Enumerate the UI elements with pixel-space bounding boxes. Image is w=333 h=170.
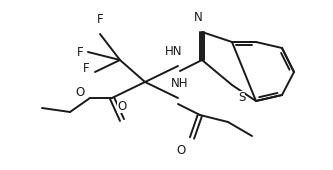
Text: S: S: [238, 91, 245, 104]
Text: O: O: [76, 86, 85, 98]
Text: O: O: [177, 144, 186, 157]
Text: F: F: [97, 13, 103, 26]
Text: HN: HN: [165, 45, 183, 58]
Text: N: N: [193, 11, 202, 24]
Text: F: F: [76, 46, 83, 58]
Text: O: O: [117, 100, 127, 113]
Text: NH: NH: [171, 77, 189, 90]
Text: F: F: [83, 63, 90, 75]
